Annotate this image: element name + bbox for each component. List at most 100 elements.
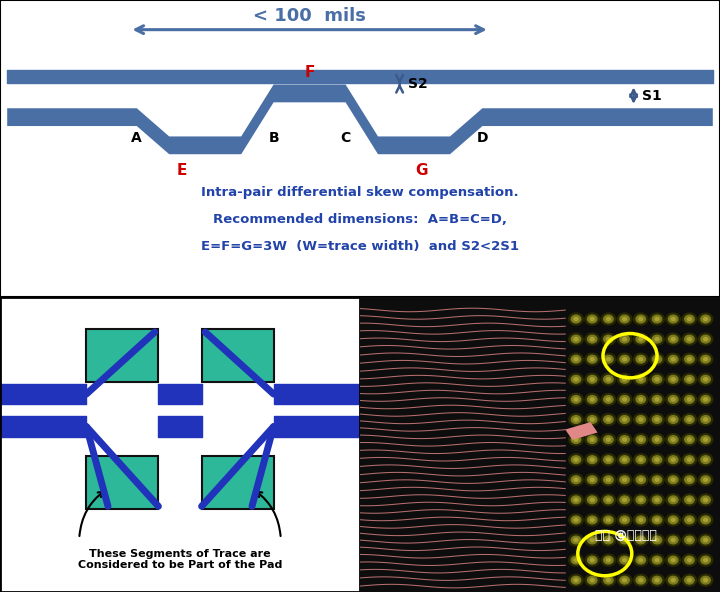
Circle shape	[603, 436, 613, 443]
Circle shape	[703, 317, 708, 321]
Circle shape	[588, 496, 597, 504]
Circle shape	[703, 558, 708, 562]
Circle shape	[671, 498, 675, 501]
Circle shape	[620, 496, 629, 504]
Text: S1: S1	[642, 89, 662, 102]
Circle shape	[588, 456, 597, 464]
Circle shape	[701, 476, 710, 484]
Circle shape	[603, 456, 613, 464]
Circle shape	[574, 358, 578, 361]
Circle shape	[634, 554, 648, 566]
Circle shape	[701, 436, 710, 443]
Circle shape	[652, 516, 662, 524]
Circle shape	[574, 558, 578, 562]
Circle shape	[671, 478, 675, 481]
Circle shape	[590, 378, 594, 381]
Circle shape	[588, 375, 597, 383]
Circle shape	[585, 554, 600, 566]
Circle shape	[685, 355, 694, 363]
Circle shape	[574, 337, 578, 341]
Circle shape	[636, 476, 645, 484]
Circle shape	[606, 518, 611, 522]
Circle shape	[688, 378, 691, 381]
Circle shape	[634, 434, 648, 445]
Circle shape	[669, 375, 678, 383]
Circle shape	[572, 395, 580, 403]
Circle shape	[574, 478, 578, 481]
Circle shape	[585, 574, 600, 586]
Circle shape	[685, 577, 694, 584]
Circle shape	[634, 333, 648, 345]
Circle shape	[618, 394, 632, 406]
Circle shape	[585, 394, 600, 406]
Circle shape	[671, 458, 675, 461]
Circle shape	[666, 494, 680, 506]
Circle shape	[701, 577, 710, 584]
Circle shape	[618, 353, 632, 365]
Circle shape	[634, 394, 648, 406]
Circle shape	[588, 335, 597, 343]
Circle shape	[618, 574, 632, 586]
Circle shape	[701, 536, 710, 544]
Circle shape	[652, 416, 662, 423]
Circle shape	[652, 536, 662, 544]
Circle shape	[685, 335, 694, 343]
Circle shape	[606, 317, 611, 321]
Circle shape	[588, 416, 597, 423]
Circle shape	[639, 458, 643, 461]
Circle shape	[623, 438, 626, 441]
Circle shape	[639, 438, 643, 441]
Circle shape	[669, 556, 678, 564]
Circle shape	[572, 335, 580, 343]
Circle shape	[655, 418, 659, 421]
Circle shape	[671, 317, 675, 321]
Circle shape	[620, 375, 629, 383]
Circle shape	[655, 398, 659, 401]
Circle shape	[698, 333, 713, 345]
Circle shape	[652, 315, 662, 323]
Circle shape	[572, 315, 580, 323]
Circle shape	[572, 556, 580, 564]
Circle shape	[688, 478, 691, 481]
Circle shape	[671, 418, 675, 421]
Circle shape	[634, 534, 648, 546]
Circle shape	[685, 536, 694, 544]
Circle shape	[649, 394, 665, 406]
Circle shape	[688, 317, 691, 321]
Circle shape	[601, 514, 616, 526]
Circle shape	[634, 514, 648, 526]
Circle shape	[590, 478, 594, 481]
Circle shape	[703, 418, 708, 421]
Circle shape	[623, 398, 626, 401]
Circle shape	[606, 337, 611, 341]
Circle shape	[601, 474, 616, 485]
Circle shape	[601, 574, 616, 586]
Circle shape	[669, 315, 678, 323]
Circle shape	[603, 416, 613, 423]
Circle shape	[669, 335, 678, 343]
Circle shape	[620, 456, 629, 464]
Text: S2: S2	[408, 77, 428, 91]
Circle shape	[698, 494, 713, 506]
Circle shape	[683, 313, 697, 325]
Circle shape	[652, 577, 662, 584]
Circle shape	[623, 378, 626, 381]
Circle shape	[623, 458, 626, 461]
Circle shape	[601, 434, 616, 445]
Circle shape	[652, 476, 662, 484]
Circle shape	[606, 498, 611, 501]
Circle shape	[590, 538, 594, 542]
Circle shape	[639, 358, 643, 361]
Circle shape	[685, 395, 694, 403]
Circle shape	[703, 438, 708, 441]
Circle shape	[639, 478, 643, 481]
Circle shape	[652, 395, 662, 403]
Circle shape	[601, 374, 616, 385]
Circle shape	[649, 554, 665, 566]
Circle shape	[620, 556, 629, 564]
Circle shape	[590, 358, 594, 361]
Circle shape	[701, 355, 710, 363]
Circle shape	[601, 353, 616, 365]
Circle shape	[572, 416, 580, 423]
Circle shape	[634, 374, 648, 385]
